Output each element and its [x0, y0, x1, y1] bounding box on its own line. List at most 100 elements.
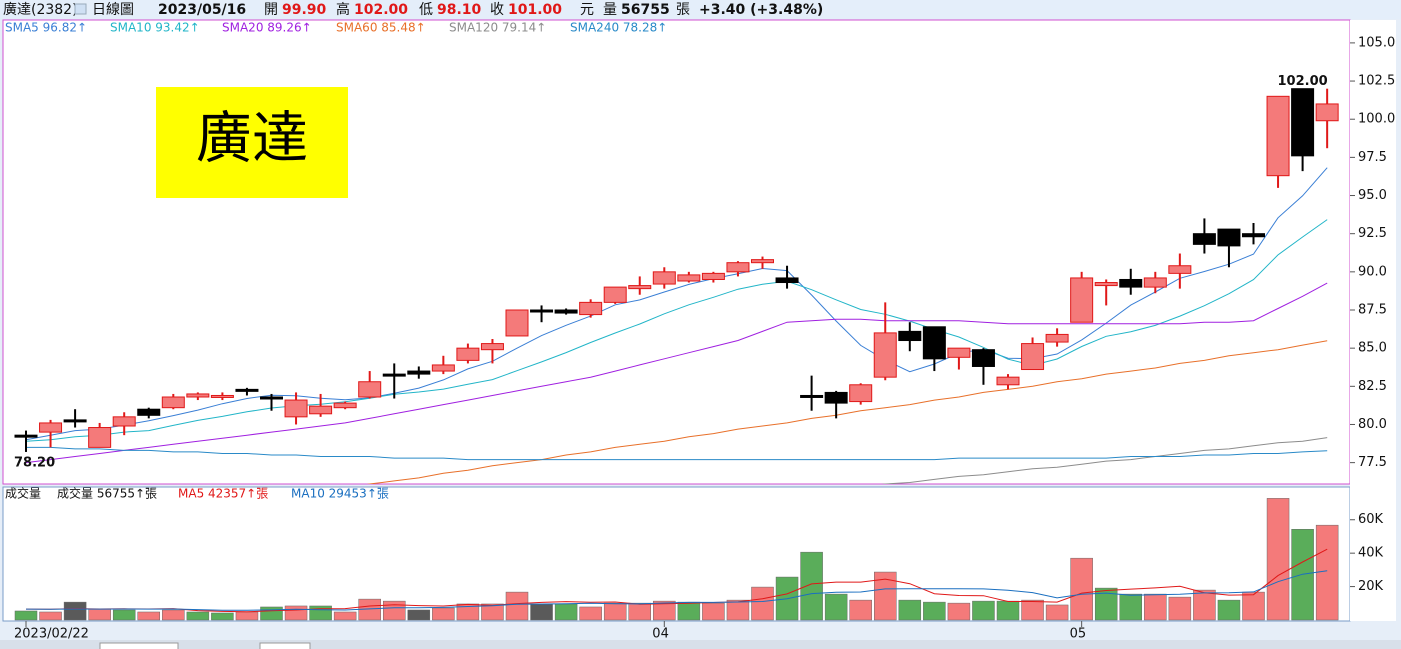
volume-bar	[162, 609, 185, 621]
candle-body	[63, 419, 87, 423]
currency: 元	[580, 2, 594, 18]
candle-body	[1217, 228, 1241, 247]
volume-bar	[603, 602, 627, 621]
volume-title: 成交量	[5, 486, 41, 501]
volume-bar	[947, 602, 971, 621]
quote-label: 高	[336, 1, 350, 18]
toolbar-field[interactable]	[259, 642, 311, 649]
quote-value: 99.90	[282, 2, 327, 18]
candle-body	[677, 274, 701, 282]
candle-body	[1094, 282, 1118, 287]
volume-bar	[14, 610, 38, 621]
candle-body	[382, 373, 406, 377]
header-bar	[0, 0, 1401, 19]
candle-body	[112, 416, 136, 427]
candle-body	[333, 402, 357, 409]
volume-bar	[39, 611, 62, 621]
candle-body	[775, 277, 799, 284]
volume-bar	[1266, 498, 1290, 621]
y-tick-label: 95.0	[1358, 188, 1387, 203]
candle-body	[235, 388, 259, 392]
candle-body	[1021, 343, 1045, 371]
candle-body	[456, 347, 480, 361]
volume-bar	[874, 571, 897, 621]
toolbar-field[interactable]	[99, 642, 179, 649]
low-label: 78.20	[14, 455, 55, 470]
legend-entry: MA10 29453↑張	[291, 487, 389, 501]
candle-body	[1045, 333, 1069, 343]
candle-body	[971, 349, 995, 367]
volume-bar	[972, 600, 995, 621]
candle-body	[284, 399, 308, 418]
candle-body	[1070, 277, 1094, 323]
change: +3.40 (+3.48%)	[699, 2, 823, 18]
stamp: 廣達	[196, 107, 308, 172]
candle-body	[1266, 95, 1290, 177]
ma-line	[25, 570, 1328, 611]
candle-body	[947, 347, 971, 358]
volume-bar	[235, 611, 259, 621]
period: 日線圖	[92, 2, 134, 18]
volume-bar	[800, 551, 823, 621]
volume-bar	[309, 605, 332, 621]
volume-bar	[898, 599, 922, 621]
volume-bar	[284, 605, 308, 621]
volume-value: 56755	[621, 2, 670, 18]
volume-bar	[996, 600, 1020, 621]
volume-bar	[1119, 593, 1142, 621]
y-tick-label: 60K	[1358, 512, 1384, 527]
candle-body	[1192, 233, 1216, 245]
candle-body	[1168, 265, 1192, 274]
y-tick-label: 85.0	[1358, 341, 1387, 356]
candle-body	[996, 376, 1020, 386]
y-tick-label: 77.5	[1358, 455, 1387, 470]
candle-body	[898, 330, 922, 342]
legend-entry: MA5 42357↑張	[178, 487, 268, 501]
volume-bar	[383, 600, 406, 621]
volume-bar	[63, 601, 87, 621]
volume-bar	[333, 611, 357, 621]
legend-entry: SMA5 96.82↑	[5, 21, 87, 35]
volume-bar	[112, 609, 136, 621]
y-tick-label: 90.0	[1358, 264, 1387, 279]
y-tick-label: 100.0	[1358, 112, 1395, 127]
volume-unit: 張	[676, 2, 690, 18]
candle-body	[39, 422, 63, 433]
y-tick-label: 92.5	[1358, 226, 1387, 241]
volume-bar	[260, 606, 283, 621]
candle-body	[309, 405, 333, 415]
volume-bar	[677, 601, 701, 621]
toolbar[interactable]	[0, 640, 1401, 649]
volume-bar	[211, 612, 234, 621]
candle-body	[800, 394, 824, 398]
x-tick-label: 04	[652, 627, 669, 642]
candle-body	[726, 262, 750, 273]
volume-bar	[1217, 599, 1241, 621]
candle-body	[210, 394, 234, 398]
volume-bar	[702, 602, 725, 621]
candle-body	[824, 391, 848, 404]
candle-body	[505, 309, 529, 337]
axis-area	[1350, 20, 1398, 621]
legend-entry: SMA20 89.26↑	[222, 21, 312, 35]
y-tick-label: 40K	[1358, 546, 1384, 561]
candle-body	[873, 332, 897, 378]
candle-body	[260, 396, 283, 400]
x-tick-label: 2023/02/22	[14, 627, 89, 642]
candle-body	[652, 271, 676, 285]
candle-body	[628, 285, 652, 290]
legend-entry: SMA60 85.48↑	[336, 21, 426, 35]
candle-body	[579, 301, 603, 316]
legend-entry: 成交量 56755↑張	[57, 486, 157, 501]
ma-line	[25, 548, 1328, 613]
volume-bar	[530, 603, 553, 621]
volume-bar	[726, 599, 750, 621]
volume-label: 量	[603, 2, 617, 18]
candle-body	[701, 272, 725, 280]
candle-body	[1291, 88, 1315, 157]
quote-value: 101.00	[508, 2, 562, 18]
volume-bar	[1168, 596, 1192, 621]
period-icon[interactable]	[74, 3, 87, 15]
candle-body	[603, 286, 627, 303]
